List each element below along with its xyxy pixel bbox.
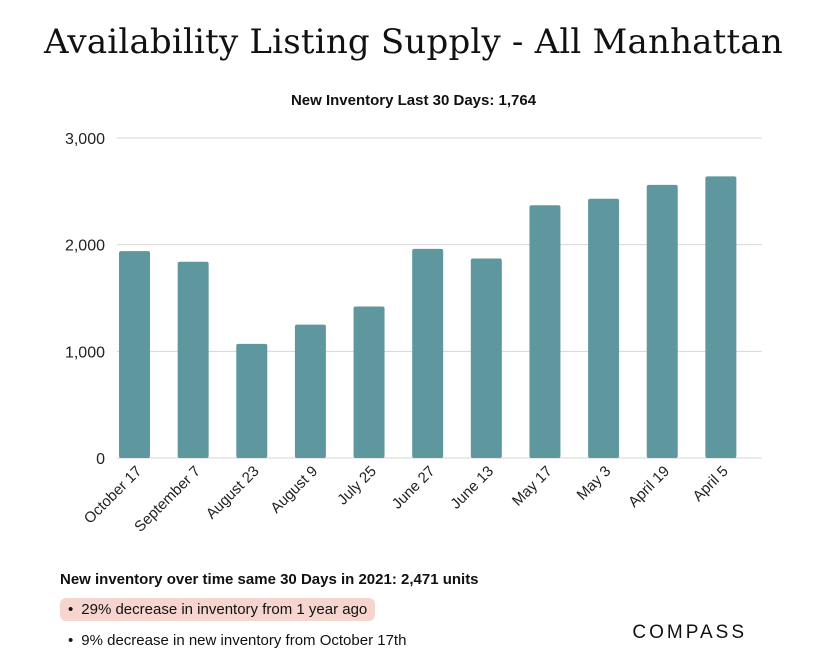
bar: [646, 184, 678, 458]
bar: [119, 251, 150, 458]
note-bullet: • 9% decrease in new inventory from Octob…: [60, 629, 414, 652]
bar: [470, 258, 502, 458]
bar: [588, 198, 620, 459]
x-tick-label: August 23: [203, 463, 263, 523]
x-tick-label: April 5: [690, 463, 732, 505]
chart-title: Availability Listing Supply - All Manhat…: [44, 22, 783, 62]
bar: [705, 176, 737, 458]
x-tick-label: July 25: [334, 463, 380, 509]
bar: [529, 205, 561, 458]
note-bullet-highlighted: • 29% decrease in inventory from 1 year a…: [60, 598, 376, 621]
y-tick-label: 2,000: [65, 238, 105, 255]
note-text: 29% decrease in inventory from 1 year ag…: [81, 601, 368, 618]
x-tick-label: June 13: [447, 463, 497, 513]
x-tick-label: June 27: [389, 463, 439, 513]
bar: [294, 324, 326, 458]
bar: [412, 248, 444, 458]
x-tick-label: October 17: [81, 463, 146, 528]
notes-list: • 29% decrease in inventory from 1 year a…: [60, 598, 414, 660]
x-tick-label: August 9: [267, 463, 321, 517]
bullet-dot-icon: •: [68, 632, 74, 649]
bar: [353, 306, 385, 458]
y-tick-label: 1,000: [65, 344, 105, 361]
x-tick-label: May 17: [509, 463, 556, 510]
bullet-dot-icon: •: [68, 601, 74, 618]
y-tick-label: 3,000: [65, 131, 105, 148]
x-tick-label: April 19: [625, 463, 673, 511]
bar: [236, 343, 268, 458]
compass-logo: COMPASS: [632, 622, 747, 643]
notes-title: New inventory over time same 30 Days in …: [60, 571, 479, 588]
bar: [177, 261, 209, 458]
y-tick-label: 0: [96, 451, 105, 468]
note-text: 9% decrease in new inventory from Octobe…: [81, 632, 407, 649]
x-tick-label: May 3: [574, 463, 615, 504]
chart-subtitle: New Inventory Last 30 Days: 1,764: [290, 92, 537, 109]
